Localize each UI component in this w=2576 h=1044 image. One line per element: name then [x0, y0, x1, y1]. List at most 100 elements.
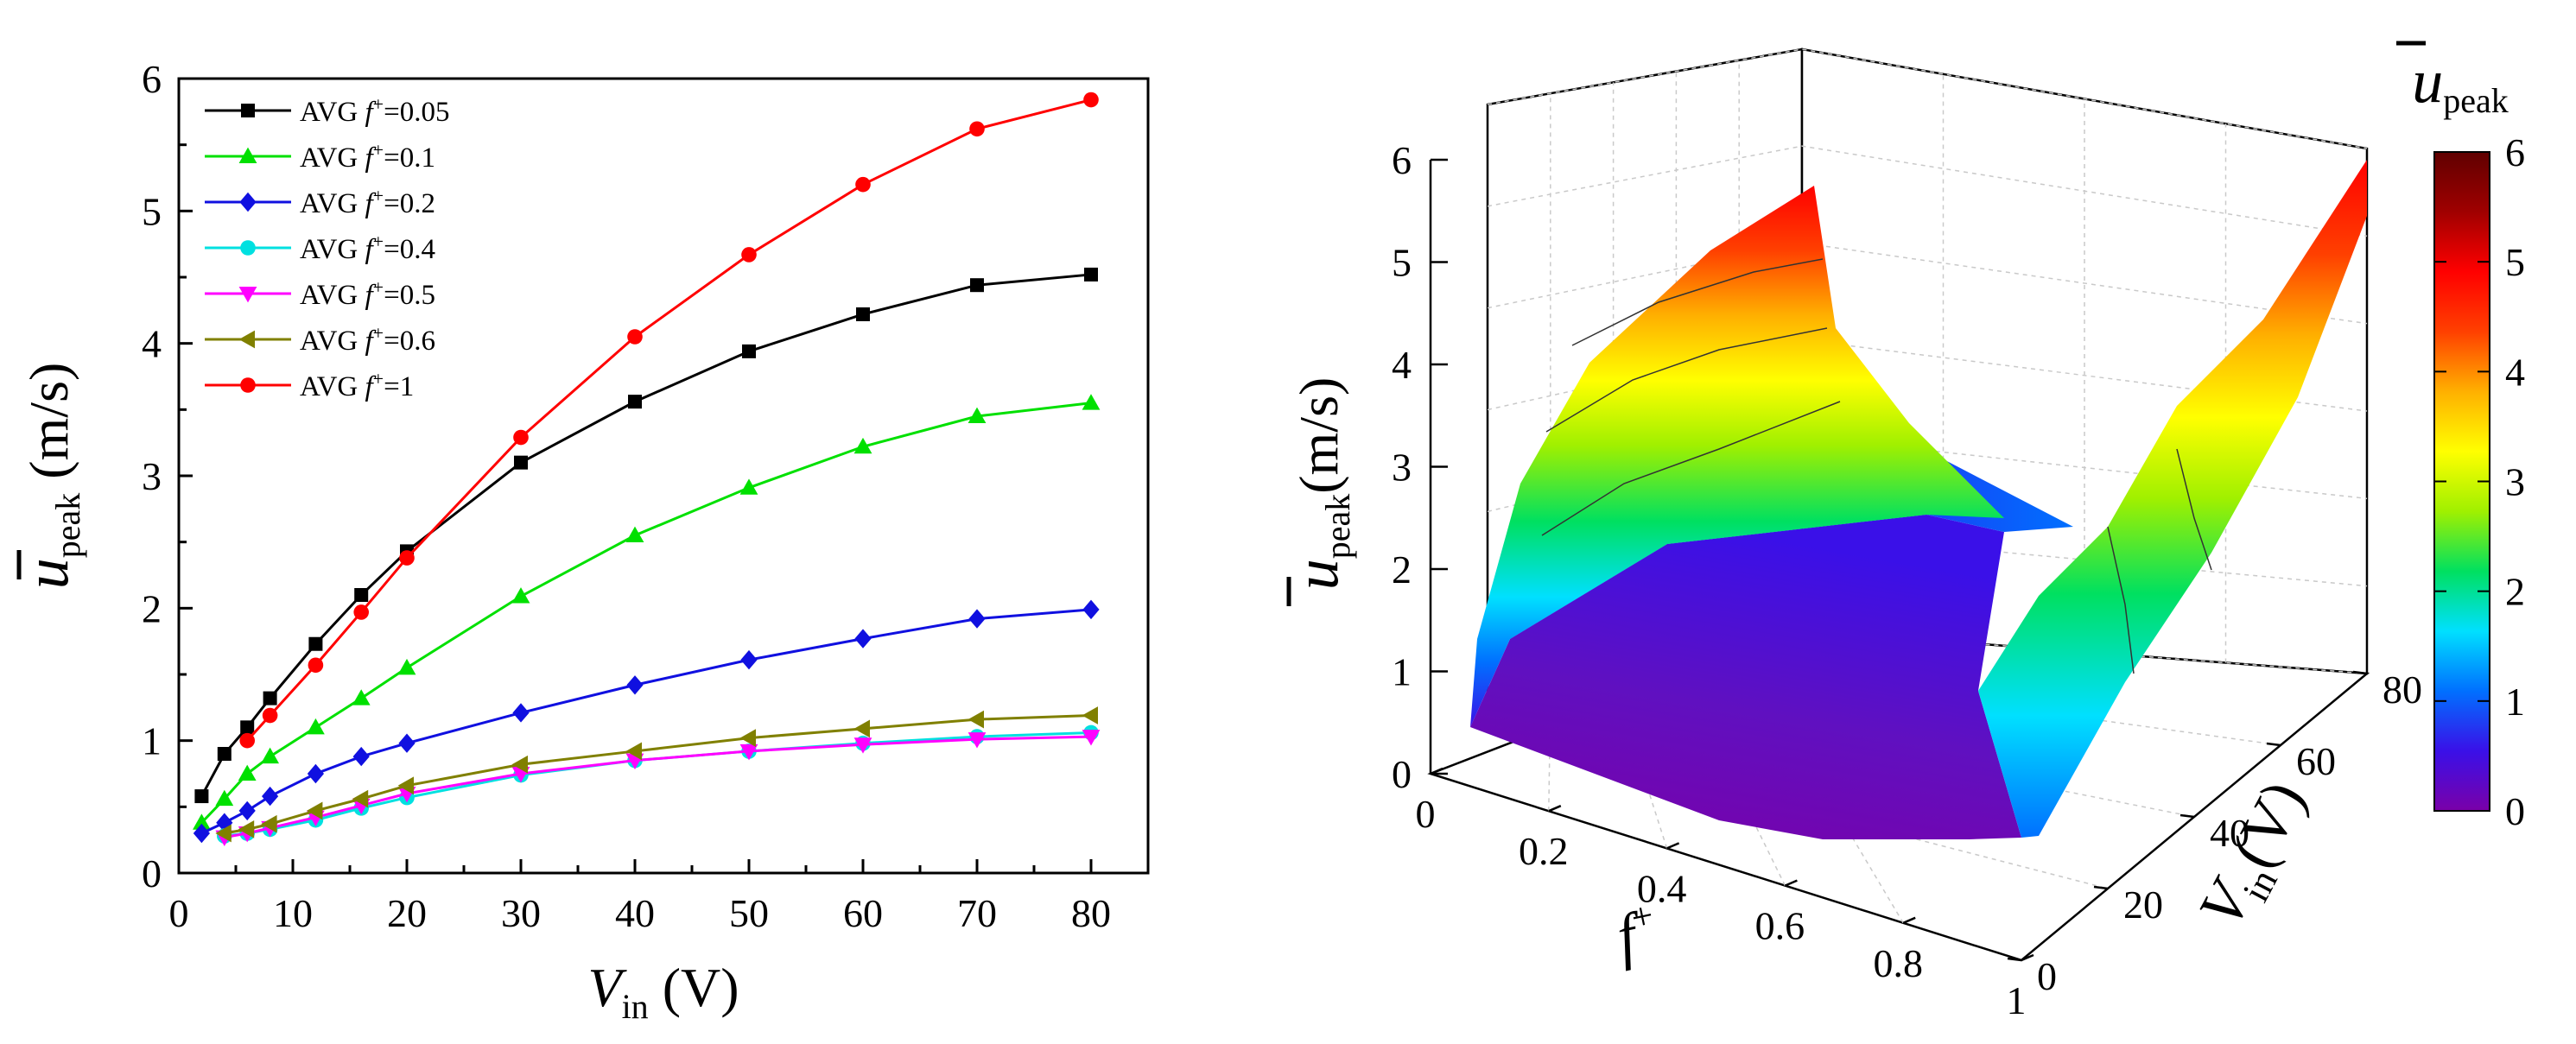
contour-line: [1545, 327, 1828, 433]
data-point: [307, 718, 325, 735]
legend-sup: +: [373, 368, 384, 389]
x-tick-label: 70: [957, 891, 997, 935]
data-point: [741, 247, 757, 263]
legend-item: AVG f+=0.05: [205, 93, 449, 128]
x-tick-mark: [1548, 805, 1562, 813]
data-point: [855, 176, 871, 193]
data-point: [239, 732, 256, 749]
colorbar: upeak 0 1 2 3 4 5 6: [2396, 41, 2525, 833]
data-point: [262, 707, 278, 724]
series: [239, 92, 1099, 749]
z-axis: 0 1 2 3 4 5 6: [1392, 138, 1448, 796]
data-point: [307, 763, 324, 784]
legend-sup: +: [373, 276, 384, 298]
data-point: [238, 800, 256, 821]
legend: AVG f+=0.05 AVG f+=0.1 AVG f+=0.2 AVG f+=0.…: [205, 93, 449, 402]
series-group: [193, 92, 1101, 846]
legend-item: AVG f+=1: [205, 368, 414, 402]
data-point: [308, 636, 323, 651]
colorbar-tick-label: 6: [2505, 130, 2525, 174]
data-point: [1082, 599, 1100, 620]
data-point: [853, 719, 870, 738]
colorbar-tick-label: 2: [2505, 570, 2525, 614]
data-point: [739, 729, 756, 747]
data-point: [238, 764, 257, 781]
colorbar-label: upeak: [2412, 47, 2509, 120]
legend-sup: +: [373, 185, 384, 206]
surface-right-wing: [1978, 160, 2367, 838]
x-tick-mark: [1902, 916, 1916, 924]
data-point: [398, 733, 416, 753]
x-tick-label: 0: [169, 891, 189, 935]
data-point: [217, 747, 232, 761]
surface-floor: [1470, 515, 2021, 839]
data-point: [853, 437, 872, 454]
x-tick-label: 10: [273, 891, 313, 935]
z-tick-label: 0: [1392, 752, 1412, 796]
grid-line: [1523, 737, 2109, 889]
data-point: [352, 746, 370, 767]
legend-prefix: AVG: [300, 188, 365, 219]
data-point: [397, 776, 414, 795]
legend-prefix: AVG: [300, 371, 365, 402]
legend-value: =0.6: [384, 326, 435, 357]
data-point: [740, 649, 758, 670]
y-tick-label: 1: [142, 719, 162, 763]
data-point: [628, 395, 642, 409]
z-tick-label: 6: [1392, 138, 1412, 182]
x-tick-label: 80: [1071, 891, 1111, 935]
data-point: [856, 307, 870, 321]
svg-text:upeak(m/s): upeak(m/s): [1282, 377, 1357, 591]
data-point: [354, 588, 369, 602]
y-tick-label: 80: [2382, 668, 2422, 712]
y-tick-label: 4: [142, 322, 162, 366]
legend-value: =1: [384, 371, 414, 402]
legend-prefix: AVG: [300, 234, 365, 265]
legend-marker: [240, 240, 256, 256]
y-axis: 0 20 40 60 80: [2007, 668, 2422, 998]
x-tick-label: 0.4: [1637, 866, 1687, 910]
line-chart: 0 10 20 30 40 50 60 70 80 0 1 2 3 4 5 6 Vin (V) upeak …: [12, 57, 1150, 1026]
series: [193, 599, 1100, 844]
legend-label: AVG f+=0.4: [300, 231, 435, 265]
legend-label: AVG f+=0.2: [300, 185, 435, 219]
x-tick-label: 30: [501, 891, 541, 935]
grid-line: [1738, 647, 1904, 924]
legend-item: AVG f+=0.4: [205, 231, 435, 265]
grid-line: [1548, 698, 1551, 812]
contour-line: [1541, 401, 1841, 536]
data-point: [307, 801, 323, 820]
data-point: [968, 710, 984, 729]
z-axis-label: upeak(m/s): [1282, 377, 1357, 606]
legend-sup: +: [373, 93, 384, 115]
legend-sup: +: [373, 322, 384, 344]
legend-prefix: AVG: [300, 280, 365, 311]
svg-text:upeak (m/s): upeak (m/s): [12, 363, 87, 590]
x-tick-label: 40: [615, 891, 655, 935]
data-point: [512, 703, 530, 723]
grid-line: [1487, 48, 2368, 149]
data-point: [1083, 92, 1099, 108]
data-point: [353, 604, 370, 620]
colorbar-tick-label: 5: [2505, 240, 2525, 284]
legend-prefix: AVG: [300, 326, 365, 357]
data-point: [1082, 706, 1098, 724]
series: [193, 394, 1101, 830]
data-point: [968, 732, 987, 749]
legend-prefix: AVG: [300, 97, 365, 128]
x-tick-label: 50: [729, 891, 769, 935]
data-point: [854, 629, 872, 649]
data-point: [240, 720, 255, 735]
data-point: [625, 526, 644, 542]
y-tick-mark: [2352, 670, 2368, 675]
data-point: [261, 747, 279, 764]
colorbar-tick-label: 0: [2505, 789, 2525, 833]
y-tick-label: 5: [142, 189, 162, 233]
y-tick-mark: [2266, 742, 2281, 747]
data-point: [215, 789, 234, 807]
legend-label: AVG f+=0.05: [300, 93, 449, 128]
data-point: [742, 344, 756, 358]
legend-label: AVG f+=0.6: [300, 322, 435, 357]
colorbar-ticks: 0 1 2 3 4 5 6: [2434, 130, 2525, 833]
z-tick-label: 1: [1392, 650, 1412, 694]
